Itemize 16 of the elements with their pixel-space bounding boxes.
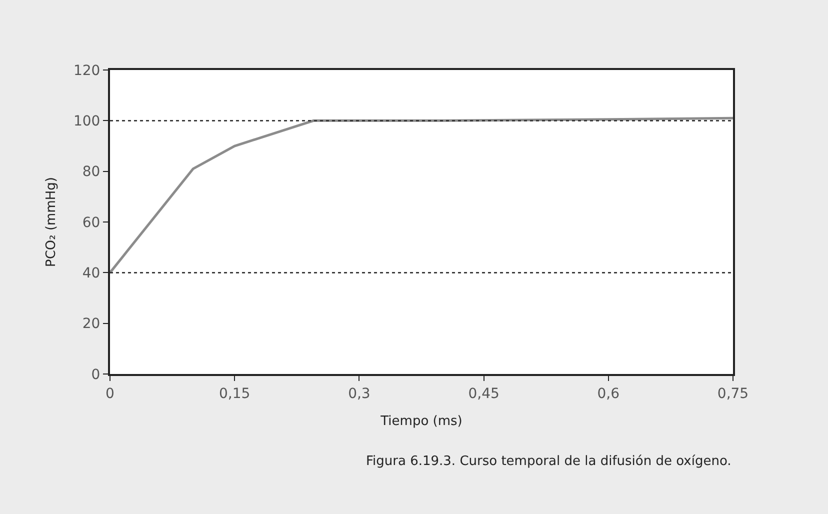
x-tick-label: 0,15 [219,386,250,402]
y-tick-label: 40 [82,266,100,282]
x-tick-label: 0 [106,386,114,402]
y-tick-label: 60 [82,214,100,231]
x-tick-label: 0,75 [717,386,749,402]
text: Figura 6.19.3. Curso temporal de la difusión de oxígeno. [366,454,732,469]
y-tick-label: 100 [73,114,100,130]
y-tick-label: 0 [91,366,100,383]
y-tick-label: 80 [82,164,100,180]
x-axis-title: Tiempo (ms) [380,414,462,429]
y-tick-label: 20 [82,316,100,332]
x-tick-label: 0,6 [597,386,620,402]
x-tick-label: 0,3 [348,386,370,402]
x-tick-label: 0,45 [468,386,500,402]
y-axis-title: PCO₂ (mmHg) [44,177,59,267]
y-tick-label: 120 [73,62,100,79]
